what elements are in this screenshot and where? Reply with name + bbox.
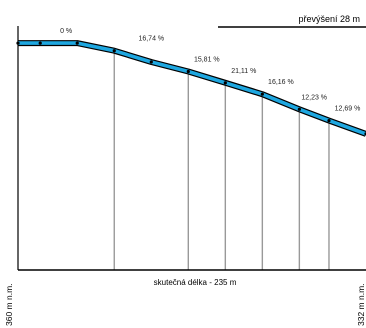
profile-points — [16, 41, 366, 136]
rise-label: převýšení 28 m — [298, 14, 360, 24]
grade-label-7: 12,69 % — [335, 106, 361, 113]
profile-point-2 — [38, 41, 42, 45]
start-elevation-label: 360 m n.m. — [4, 283, 14, 326]
profile-point-10 — [327, 119, 331, 123]
grade-label-1: 0 % — [60, 28, 72, 35]
profile-point-5 — [149, 60, 153, 64]
length-label: skutečná délka - 235 m — [154, 278, 237, 287]
grade-label-6: 12,23 % — [301, 94, 327, 101]
grade-label-5: 16,16 % — [268, 79, 294, 86]
profile-point-1 — [16, 41, 20, 45]
grade-label-2: 16,74 % — [138, 36, 164, 43]
profile-point-4 — [112, 49, 116, 53]
profile-line-outline — [18, 40, 366, 137]
profile-point-6 — [186, 69, 190, 74]
profile-point-7 — [223, 81, 227, 85]
segment-grade-labels: 0 % 16,74 % 15,81 % 21,11 % 16,16 % 12,23 % 12… — [60, 28, 360, 113]
profile-point-8 — [260, 92, 264, 96]
segment-divider-lines — [113, 50, 330, 270]
grade-label-3: 15,81 % — [194, 57, 220, 64]
profile-point-9 — [297, 107, 301, 111]
end-elevation-label: 332 m n.m. — [356, 283, 366, 326]
profile-line — [18, 41, 366, 136]
profile-point-3 — [75, 41, 79, 45]
grade-label-4: 21,11 % — [231, 68, 256, 75]
